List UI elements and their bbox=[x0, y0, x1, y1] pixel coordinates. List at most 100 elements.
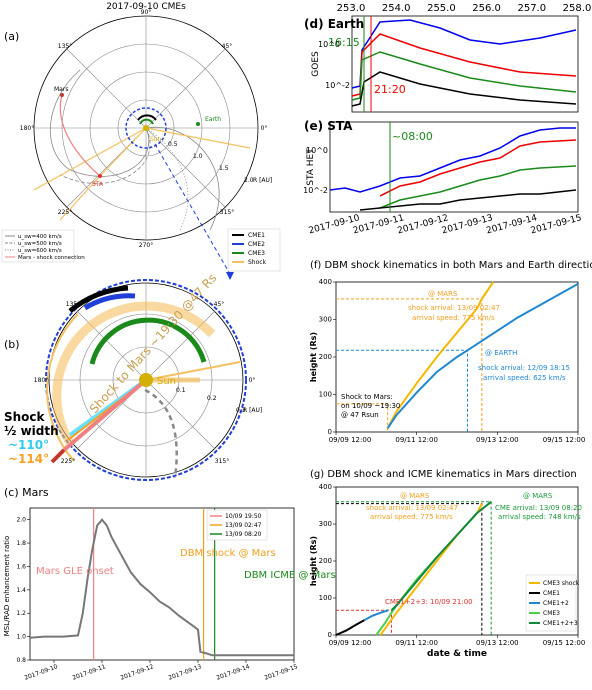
plot-d-xtick-2: 255.0 bbox=[427, 3, 456, 14]
plot-c-xtick-2: 2017-09-12 bbox=[120, 663, 155, 682]
plot-f-xtick-1: 09/11 12:00 bbox=[395, 436, 438, 444]
half-width-114-label: ~114° bbox=[8, 452, 49, 466]
shock-width-sub: ½ width bbox=[4, 424, 59, 438]
plot-f-series-1 bbox=[386, 283, 579, 429]
plot-f-xtick-0: 09/09 12:00 bbox=[329, 436, 372, 444]
plot-d-black bbox=[351, 71, 577, 107]
plot-c-ytick-2: 1.2 bbox=[16, 610, 26, 617]
panel-a-title: 2017-09-10 CMEs bbox=[106, 2, 186, 12]
legend-g-label-2: CME1+2 bbox=[543, 600, 569, 607]
plot-e-xtick-5: 2017-09-15 bbox=[530, 213, 583, 236]
angle-a-45: 45° bbox=[222, 43, 233, 50]
plot-f-guide-1 bbox=[336, 349, 468, 432]
legend-a-shock: Shock bbox=[248, 259, 267, 266]
plot-e-black bbox=[359, 189, 577, 211]
g-cme-title: @ MARS bbox=[523, 492, 553, 500]
plot-f-ytick-1: 100 bbox=[319, 391, 332, 399]
annotation-c-mars-gle: Mars GLE onset bbox=[36, 566, 114, 577]
plot-g-guide-2 bbox=[336, 609, 392, 635]
spiral-600 bbox=[145, 127, 189, 231]
shock-line-2 bbox=[59, 127, 147, 221]
angle-b-0: 0° bbox=[249, 377, 256, 384]
mars-shock-connection bbox=[59, 94, 101, 177]
angle-b-315: 315° bbox=[215, 458, 229, 465]
spiral-earth bbox=[145, 126, 220, 231]
annotation-c-mars-gle-text: Mars GLE onset bbox=[36, 566, 114, 577]
zoom-connector bbox=[154, 143, 231, 275]
sun-marker-b bbox=[139, 373, 153, 387]
legend-c-label-1: 10/09 19:50 bbox=[225, 513, 262, 520]
plot-e-red bbox=[379, 139, 577, 197]
g-mars-title: @ MARS bbox=[400, 492, 430, 500]
legend-g-label-1: CME1 bbox=[543, 590, 560, 597]
mars-marker bbox=[60, 93, 64, 97]
plot-c-ytick-3: 1.4 bbox=[16, 587, 26, 594]
cme2-arc-b bbox=[83, 293, 136, 311]
plot-c-ylabel: MSL/RAD enhancement ratio bbox=[3, 536, 11, 636]
plot-f-xtick-3: 09/15 12:00 bbox=[543, 436, 586, 444]
g-mars-speed: arrival speed: 775 km/s bbox=[370, 513, 453, 521]
shock-line-b bbox=[145, 361, 241, 381]
plot-d-green bbox=[351, 51, 577, 101]
angle-b-135: 135° bbox=[66, 301, 80, 308]
angle-b-45: 45° bbox=[214, 301, 225, 308]
f-note-2: on 10/09 ~19:30 bbox=[341, 402, 400, 410]
radius-b-01: 0.1 bbox=[176, 387, 186, 394]
sun-label-a: Sun bbox=[150, 136, 162, 143]
plot-e-ylabel: STA HET bbox=[306, 148, 316, 186]
shock-arc-outer bbox=[46, 313, 79, 462]
zoom-circle bbox=[125, 107, 167, 149]
plot-g-series-4 bbox=[390, 501, 492, 611]
panel-a: 2017-09-10 CMEs (a) Sun bbox=[1, 2, 281, 280]
plot-g-xtick-3: 09/15 12:00 bbox=[543, 639, 586, 647]
plot-e-blue bbox=[329, 127, 576, 193]
cme1-arc-a bbox=[137, 114, 157, 121]
angle-a-135: 135° bbox=[58, 43, 72, 50]
plot-g-ytick-3: 300 bbox=[319, 520, 332, 528]
angle-a-225: 225° bbox=[58, 209, 72, 216]
radius-b-unit: R [AU] bbox=[243, 407, 262, 414]
legend-a-cme3: CME3 bbox=[248, 250, 265, 257]
legend-g-label-3: CME3 bbox=[543, 610, 560, 617]
panel-g-label: (g) DBM shock and ICME kinematics in Mar… bbox=[310, 469, 577, 480]
g-mars-arrival: shock arrival: 13/09 02:47 bbox=[366, 504, 458, 512]
panel-f-label: (f) DBM shock kinematics in both Mars an… bbox=[310, 260, 592, 271]
angle-a-180: 180° bbox=[20, 125, 34, 132]
panel-f: (f) DBM shock kinematics in both Mars an… bbox=[309, 260, 592, 444]
plot-c-xtick-3: 2017-09-13 bbox=[168, 663, 203, 682]
plot-g-series-1 bbox=[335, 619, 365, 636]
plot-c-xtick-1: 2017-09-11 bbox=[72, 663, 107, 682]
plot-d-ytick-m2: 10^-2 bbox=[325, 81, 350, 90]
panel-c-label: (c) Mars bbox=[4, 486, 49, 499]
plot-f-guide-2 bbox=[336, 403, 389, 432]
plot-e-green bbox=[379, 165, 577, 209]
plot-e-frame bbox=[329, 121, 579, 213]
legend-a-400: u_sw=400 km/s bbox=[18, 234, 62, 240]
angle-a-90: 90° bbox=[141, 9, 152, 16]
plot-g-xlabel: date & time bbox=[427, 649, 487, 659]
radius-a-10: 1.0 bbox=[193, 153, 203, 160]
plot-d-ytick-0: 10^0 bbox=[318, 40, 340, 49]
radius-a-unit: R [AU] bbox=[253, 177, 272, 184]
plot-g-ylabel: height (Rs) bbox=[309, 536, 318, 586]
spiral-dashed-b bbox=[144, 388, 178, 479]
plot-g-xtick-2: 09/13 12:00 bbox=[476, 639, 519, 647]
panel-g: (g) DBM shock and ICME kinematics in Mar… bbox=[309, 469, 585, 659]
legend-c-label-3: 13/09 08:20 bbox=[225, 531, 262, 538]
plot-g-ytick-1: 100 bbox=[319, 594, 332, 602]
plot-c-series bbox=[29, 518, 294, 657]
plot-c-ytick-6: 2.0 bbox=[16, 517, 26, 524]
cme1-arc-b bbox=[68, 285, 129, 313]
zoom-arrow-head bbox=[226, 272, 234, 280]
plot-c-xtick-0: 2017-09-10 bbox=[24, 663, 59, 682]
annotation-c-dbm-icme: DBM ICME @ Mars bbox=[244, 570, 336, 581]
plot-c-ytick-0: 0.8 bbox=[16, 657, 26, 664]
plot-f-ytick-3: 300 bbox=[319, 316, 332, 324]
plot-c-ytick-1: 1.0 bbox=[16, 634, 26, 641]
legend-a-500: u_sw=500 km/s bbox=[18, 241, 62, 247]
plot-f-ylabel: height (Rs) bbox=[309, 332, 318, 382]
plot-d-xtick-4: 257.0 bbox=[517, 3, 546, 14]
g-cme-speed: arrival speed: 748 km/s bbox=[498, 513, 581, 521]
